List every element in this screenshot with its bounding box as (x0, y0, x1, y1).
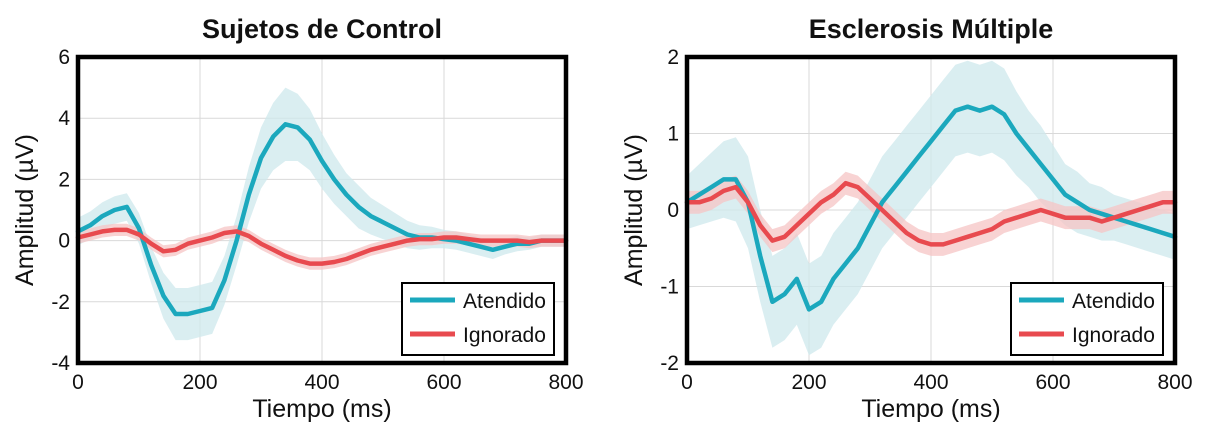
y-axis-label: Amplitud (µV) (11, 134, 39, 286)
x-tick-label: 400 (913, 371, 948, 394)
series-line-ignorado (684, 180, 1178, 247)
y-tick-label: 0 (58, 230, 70, 253)
y-tick-label: -1 (660, 276, 679, 299)
legend: Atendido Ignorado (1010, 282, 1164, 356)
x-tick-label: 0 (72, 371, 84, 394)
y-tick-label: -2 (660, 352, 679, 375)
x-tick-label: 200 (182, 371, 217, 394)
legend-box (401, 282, 555, 356)
y-tick-labels: -4 -2 0 2 4 6 (51, 46, 70, 375)
error-band-atendido (78, 87, 566, 341)
y-tick-label: 1 (667, 123, 679, 146)
legend-label-ignorado: Ignorado (1072, 324, 1155, 347)
x-tick-label: 0 (681, 371, 693, 394)
y-tick-labels: -2 -1 0 1 2 (660, 46, 679, 375)
legend: Atendido Ignorado (401, 282, 555, 356)
x-tick-label: 400 (304, 371, 339, 394)
legend-label-atendido: Atendido (463, 290, 546, 313)
y-axis-label: Amplitud (µV) (620, 134, 648, 286)
axes-frame (684, 54, 1178, 366)
series-line-ignorado (75, 227, 569, 266)
chart-control: Sujetos de Control 0 200 400 600 800 -4 -2 0 2 4… (11, 14, 584, 423)
series-lines (75, 122, 569, 317)
x-tick-labels: 0 200 400 600 800 (681, 371, 1192, 394)
x-tick-label: 800 (1157, 371, 1192, 394)
axes-frame (75, 54, 569, 366)
y-tick-label: 4 (58, 107, 70, 130)
chart-title: Sujetos de Control (202, 14, 442, 44)
y-tick-label: 2 (667, 46, 679, 69)
series-line-atendido (684, 104, 1178, 312)
chart-title: Esclerosis Múltiple (809, 14, 1054, 44)
y-tick-label: -2 (51, 291, 70, 314)
y-tick-label: -4 (51, 352, 70, 375)
y-tick-label: 6 (58, 46, 70, 69)
y-tick-label: 0 (667, 199, 679, 222)
x-tick-labels: 0 200 400 600 800 (72, 371, 583, 394)
legend-box (1010, 282, 1164, 356)
legend-label-ignorado: Ignorado (463, 324, 546, 347)
chart-ms: Esclerosis Múltiple 0 200 400 600 800 -2 -1 0 1… (620, 14, 1193, 423)
x-tick-label: 600 (426, 371, 461, 394)
error-band-atendido (687, 60, 1175, 356)
x-axis-label: Tiempo (ms) (252, 395, 391, 423)
y-tick-label: 2 (58, 168, 70, 191)
x-tick-label: 200 (791, 371, 826, 394)
x-axis-label: Tiempo (ms) (861, 395, 1000, 423)
series-line-atendido (75, 122, 569, 317)
series-lines (684, 104, 1178, 312)
x-tick-label: 800 (548, 371, 583, 394)
legend-label-atendido: Atendido (1072, 290, 1155, 313)
x-tick-label: 600 (1035, 371, 1070, 394)
